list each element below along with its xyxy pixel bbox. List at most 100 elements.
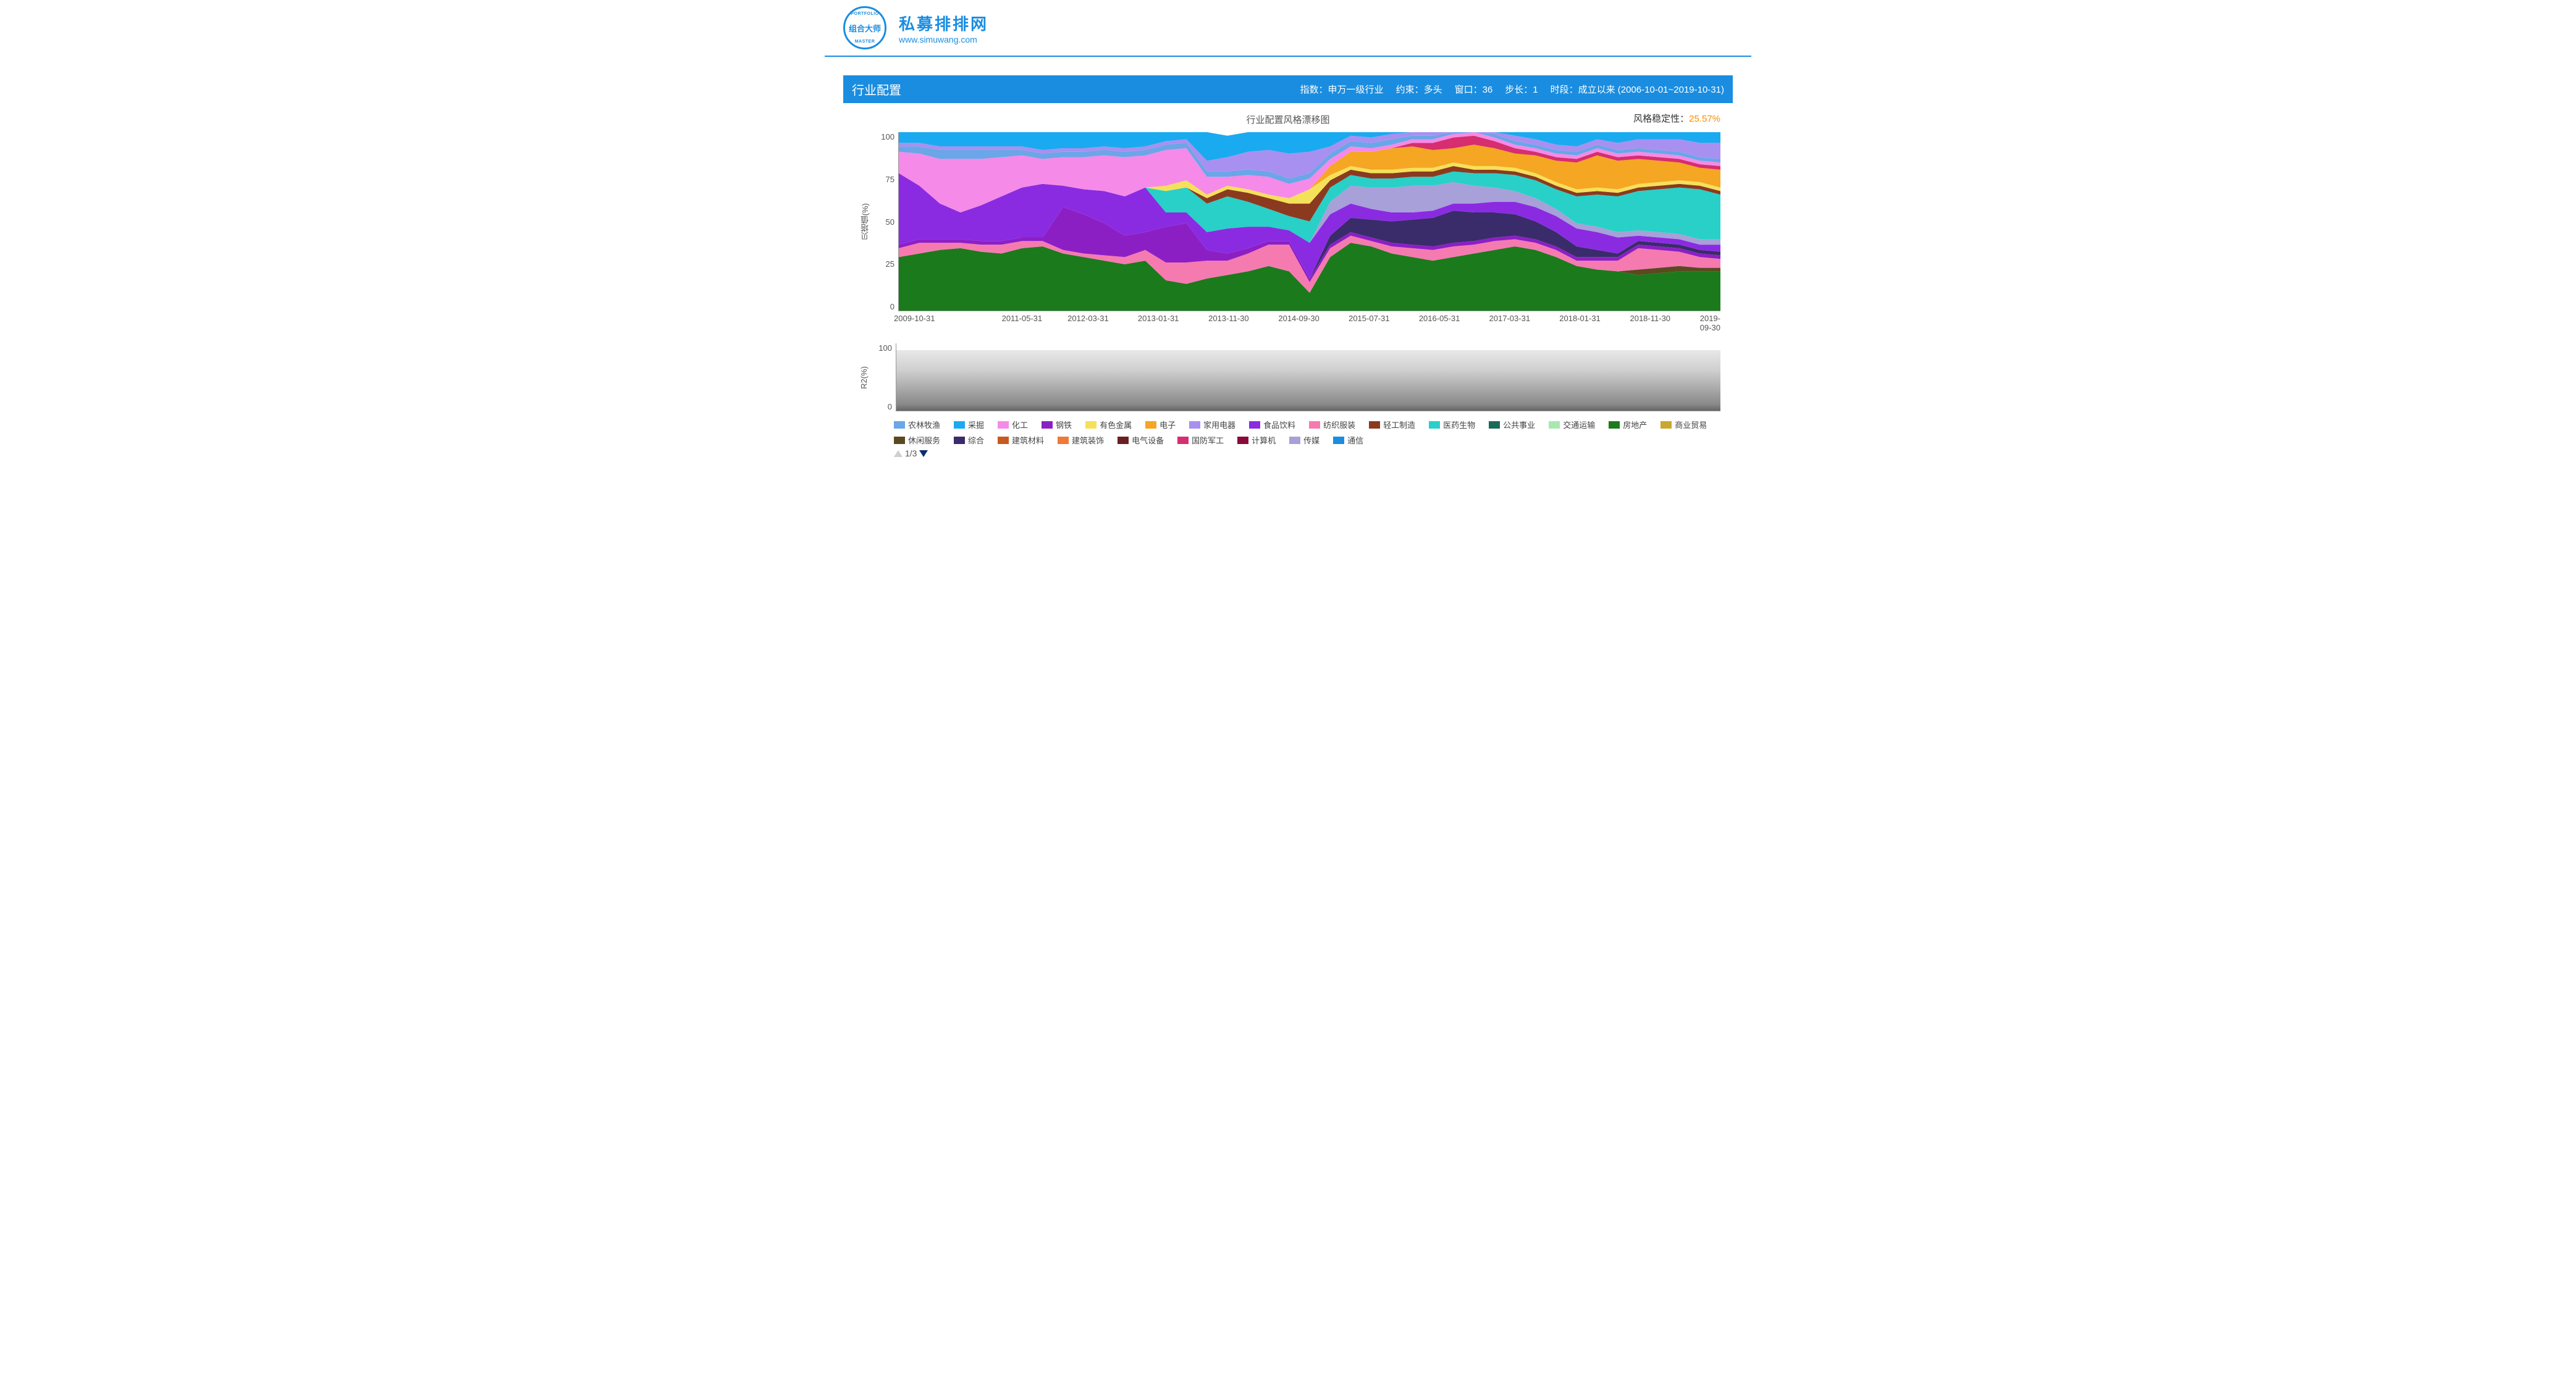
stability-value: 25.57% (1689, 114, 1720, 124)
panel: 行业配置 指数：申万一级行业 约束：多头 窗口：36 步长：1 时段：成立以来 … (843, 75, 1733, 463)
legend-label: 家用电器 (1203, 419, 1235, 430)
legend-item[interactable]: 计算机 (1237, 434, 1276, 446)
xaxis-tick: 2018-01-31 (1559, 314, 1601, 323)
legend-item[interactable]: 采掘 (954, 419, 984, 430)
legend-swatch-icon (894, 421, 905, 429)
legend-label: 有色金属 (1100, 419, 1132, 430)
legend-item[interactable]: 农林牧渔 (894, 419, 940, 430)
legend-swatch-icon (1249, 421, 1260, 429)
legend-item[interactable]: 交通运输 (1549, 419, 1595, 430)
meta-constraint: 约束：多头 (1396, 83, 1442, 96)
legend-item[interactable]: 钢铁 (1042, 419, 1072, 430)
legend-swatch-icon (1118, 437, 1129, 444)
xaxis-tick: 2012-03-31 (1067, 314, 1109, 323)
xaxis-tick: 2016-05-31 (1419, 314, 1460, 323)
r2-area-chart[interactable] (896, 343, 1720, 411)
legend-label: 轻工制造 (1383, 419, 1415, 430)
legend-item[interactable]: 电子 (1145, 419, 1176, 430)
legend-label: 交通运输 (1563, 419, 1595, 430)
legend-swatch-icon (1609, 421, 1620, 429)
legend-item[interactable]: 食品饮料 (1249, 419, 1295, 430)
xaxis-tick: 2011-05-31 (1002, 314, 1043, 323)
legend-item[interactable]: 房地产 (1609, 419, 1647, 430)
legend-swatch-icon (998, 437, 1009, 444)
pager-next-icon[interactable] (919, 450, 928, 457)
legend-swatch-icon (1042, 421, 1053, 429)
header: 组合大师 私募排排网 www.simuwang.com (825, 0, 1751, 57)
xaxis-tick: 2019-09-30 (1700, 314, 1720, 332)
legend-swatch-icon (1309, 421, 1320, 429)
legend-item[interactable]: 传媒 (1289, 434, 1320, 446)
legend-swatch-icon (1489, 421, 1500, 429)
pager-prev-icon[interactable] (894, 450, 903, 457)
legend-swatch-icon (1145, 421, 1156, 429)
xaxis-tick: 2013-11-30 (1208, 314, 1249, 323)
legend-label: 公共事业 (1503, 419, 1535, 430)
legend-label: 综合 (968, 434, 984, 446)
meta-index: 指数：申万一级行业 (1300, 83, 1384, 96)
legend-label: 计算机 (1252, 434, 1276, 446)
stacked-area-chart[interactable] (898, 132, 1720, 311)
legend-swatch-icon (1333, 437, 1344, 444)
brand-url[interactable]: www.simuwang.com (899, 35, 988, 44)
legend-item[interactable]: 国防军工 (1177, 434, 1224, 446)
legend-item[interactable]: 家用电器 (1189, 419, 1235, 430)
xaxis-tick: 2009-10-31 (894, 314, 935, 323)
meta-window: 窗口：36 (1455, 83, 1493, 96)
legend-swatch-icon (1289, 437, 1300, 444)
legend-label: 电气设备 (1132, 434, 1164, 446)
legend-item[interactable]: 化工 (998, 419, 1028, 430)
xaxis-ticks: 2009-10-31 2011-05-31 2012-03-31 2013-01-31… (894, 314, 1720, 325)
stability-label: 风格稳定性：25.57% (1633, 112, 1720, 125)
meta-period: 时段：成立以来 (2006-10-01~2019-10-31) (1551, 83, 1724, 96)
legend-swatch-icon (1177, 437, 1189, 444)
xaxis-tick: 2014-09-30 (1278, 314, 1320, 323)
legend-item[interactable]: 通信 (1333, 434, 1363, 446)
legend-swatch-icon (954, 421, 965, 429)
panel-title: 行业配置 (852, 80, 901, 98)
yaxis-ticks: 1007550250 (871, 132, 898, 311)
legend-label: 休闲服务 (908, 434, 940, 446)
legend-label: 食品饮料 (1263, 419, 1295, 430)
legend-item[interactable]: 商业贸易 (1661, 419, 1707, 430)
xaxis-tick: 2013-01-31 (1138, 314, 1179, 323)
legend-label: 采掘 (968, 419, 984, 430)
legend-label: 纺织服装 (1323, 419, 1355, 430)
legend-swatch-icon (1058, 437, 1069, 444)
legend-label: 建筑材料 (1012, 434, 1044, 446)
legend-label: 化工 (1012, 419, 1028, 430)
legend-item[interactable]: 休闲服务 (894, 434, 940, 446)
chart-title: 行业配置风格漂移图 (1246, 115, 1329, 125)
legend-swatch-icon (998, 421, 1009, 429)
legend-item[interactable]: 建筑装饰 (1058, 434, 1104, 446)
legend-label: 农林牧渔 (908, 419, 940, 430)
legend-label: 商业贸易 (1675, 419, 1707, 430)
legend-item[interactable]: 轻工制造 (1369, 419, 1415, 430)
pager-text: 1/3 (905, 448, 917, 458)
legend-item[interactable]: 综合 (954, 434, 984, 446)
legend-swatch-icon (954, 437, 965, 444)
legend-swatch-icon (1085, 421, 1096, 429)
legend-swatch-icon (1549, 421, 1560, 429)
legend-swatch-icon (894, 437, 905, 444)
legend-label: 钢铁 (1056, 419, 1072, 430)
legend-item[interactable]: 公共事业 (1489, 419, 1535, 430)
legend-item[interactable]: 医药生物 (1429, 419, 1475, 430)
yaxis-label: 贝塔值(%) (856, 203, 871, 240)
xaxis-tick: 2018-11-30 (1630, 314, 1670, 323)
legend-label: 医药生物 (1443, 419, 1475, 430)
legend-item[interactable]: 纺织服装 (1309, 419, 1355, 430)
legend-item[interactable]: 建筑材料 (998, 434, 1044, 446)
xaxis-tick: 2015-07-31 (1349, 314, 1390, 323)
legend-swatch-icon (1189, 421, 1200, 429)
legend-label: 建筑装饰 (1072, 434, 1104, 446)
legend-swatch-icon (1237, 437, 1248, 444)
legend-swatch-icon (1369, 421, 1380, 429)
legend-label: 传媒 (1303, 434, 1320, 446)
xaxis-tick: 2017-03-31 (1489, 314, 1531, 323)
legend-item[interactable]: 电气设备 (1118, 434, 1164, 446)
legend-item[interactable]: 有色金属 (1085, 419, 1132, 430)
legend-pager: 1/3 (894, 448, 1720, 458)
legend-swatch-icon (1661, 421, 1672, 429)
sub-yaxis-ticks: 1000 (869, 343, 896, 411)
